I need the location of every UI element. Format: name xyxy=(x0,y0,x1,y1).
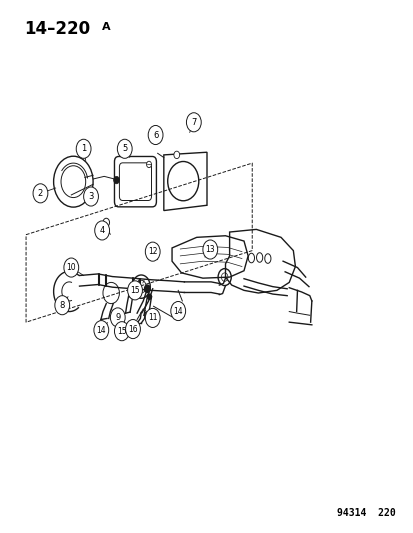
Circle shape xyxy=(127,281,142,300)
Text: 5: 5 xyxy=(122,144,127,154)
Circle shape xyxy=(83,187,98,206)
Text: 2: 2 xyxy=(38,189,43,198)
Text: 15: 15 xyxy=(117,327,126,336)
Text: 6: 6 xyxy=(152,131,158,140)
Circle shape xyxy=(173,151,179,159)
Circle shape xyxy=(95,221,109,240)
Text: 4: 4 xyxy=(99,226,104,235)
Text: A: A xyxy=(102,21,111,31)
Circle shape xyxy=(94,320,109,340)
Circle shape xyxy=(171,302,185,320)
Circle shape xyxy=(114,321,129,341)
Circle shape xyxy=(202,240,217,259)
Circle shape xyxy=(55,296,69,315)
Circle shape xyxy=(145,309,160,327)
Circle shape xyxy=(76,139,91,158)
Text: 12: 12 xyxy=(147,247,157,256)
Text: 15: 15 xyxy=(130,286,140,295)
Text: 16: 16 xyxy=(128,325,138,334)
Circle shape xyxy=(144,285,150,293)
Text: 7: 7 xyxy=(191,118,196,127)
Text: 11: 11 xyxy=(147,313,157,322)
Text: 9: 9 xyxy=(115,313,120,322)
Circle shape xyxy=(64,258,78,277)
Text: 94314  220: 94314 220 xyxy=(337,508,395,519)
Text: 10: 10 xyxy=(66,263,76,272)
Circle shape xyxy=(128,292,133,297)
Circle shape xyxy=(125,319,140,338)
Text: 1: 1 xyxy=(81,144,86,154)
Circle shape xyxy=(148,125,163,144)
Circle shape xyxy=(145,242,160,261)
Circle shape xyxy=(33,184,48,203)
Text: 8: 8 xyxy=(59,301,65,310)
Text: 13: 13 xyxy=(205,245,215,254)
Text: 14: 14 xyxy=(96,326,106,335)
Circle shape xyxy=(147,294,151,300)
Text: 14–220: 14–220 xyxy=(24,20,90,38)
Circle shape xyxy=(186,113,201,132)
Text: 14: 14 xyxy=(173,306,183,316)
Circle shape xyxy=(117,139,132,158)
Circle shape xyxy=(146,161,151,167)
Text: 3: 3 xyxy=(88,192,93,201)
Circle shape xyxy=(110,308,125,327)
Circle shape xyxy=(114,176,119,184)
